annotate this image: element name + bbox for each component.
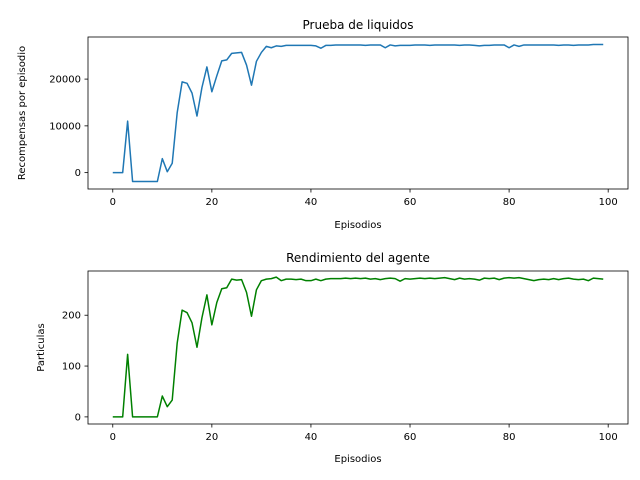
rewards-series-line	[112, 43, 604, 183]
y-tick-label: 20000	[49, 75, 81, 86]
x-tick-label: 80	[503, 197, 516, 208]
x-tick-label: 80	[503, 432, 516, 443]
x-tick-label: 60	[404, 432, 417, 443]
rewards-chart-title: Prueba de liquidos	[303, 18, 414, 32]
rewards-axes-frame	[87, 36, 629, 190]
y-tick-label: 10000	[49, 121, 81, 132]
rewards-x-axis-label: Episodios	[334, 220, 381, 231]
x-tick-label: 0	[110, 197, 116, 208]
x-tick-label: 100	[599, 197, 618, 208]
x-tick-label: 20	[205, 197, 218, 208]
agent-performance-plot: 0 20 40 60 80 100 0 100 200 Rendimiento del agent…	[36, 251, 629, 465]
x-tick-label: 100	[599, 432, 618, 443]
performance-axes-frame	[87, 270, 629, 425]
y-tick-label: 0	[75, 168, 81, 179]
rewards-y-axis-label: Recompensas por episodio	[17, 46, 28, 180]
x-tick-label: 0	[110, 432, 116, 443]
y-tick-label: 200	[62, 311, 81, 322]
performance-series-line	[112, 276, 604, 418]
x-tick-label: 40	[305, 197, 318, 208]
rewards-plot: 0 20 40 60 80 100 0 10000 20000 Prueba de liquido…	[17, 18, 629, 231]
performance-y-axis-label: Particulas	[36, 323, 47, 371]
y-tick-label: 100	[62, 362, 81, 373]
performance-x-axis-label: Episodios	[334, 454, 381, 465]
performance-chart-title: Rendimiento del agente	[286, 251, 430, 265]
x-tick-label: 40	[305, 432, 318, 443]
y-tick-label: 0	[75, 412, 81, 423]
x-tick-label: 60	[404, 197, 417, 208]
x-tick-label: 20	[205, 432, 218, 443]
